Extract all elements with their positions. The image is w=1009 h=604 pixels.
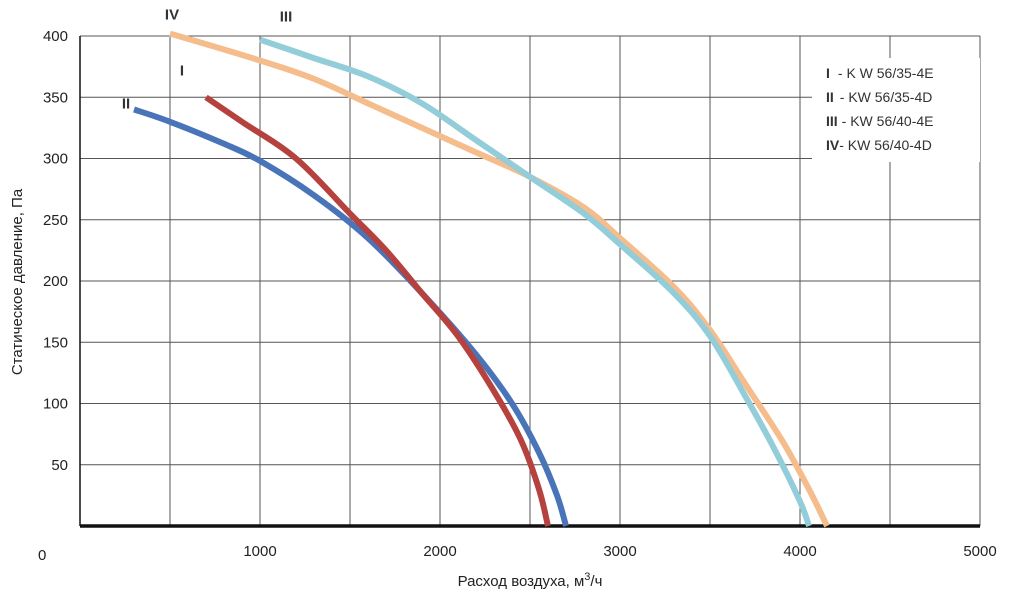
- series-group: [133, 30, 830, 528]
- series-line-I: [204, 94, 551, 527]
- x-tick-label: 2000: [423, 543, 456, 560]
- y-tick-label: 300: [43, 151, 68, 168]
- y-tick-label: 100: [43, 396, 68, 413]
- grid: [80, 35, 981, 526]
- y-axis-title: Статическое давление, Па: [9, 188, 26, 375]
- legend-text-2: - KW 56/35-4D: [840, 89, 933, 105]
- axes: [79, 36, 980, 528]
- series-label-II: II: [122, 96, 130, 113]
- x-axis-title: Расход воздуха, м3/ч: [458, 571, 603, 590]
- y-tick-label: 150: [43, 334, 68, 351]
- legend-text-4: - KW 56/40-4D: [839, 137, 932, 153]
- y-tick-label: 50: [51, 457, 68, 474]
- x-tick-label: 4000: [783, 543, 816, 560]
- legend-item-4: IV- KW 56/40-4D: [826, 137, 932, 153]
- series-label-III: III: [280, 9, 293, 26]
- legend-item-1: I - K W 56/35-4E: [826, 65, 934, 81]
- series-label-I: I: [180, 62, 184, 79]
- x-axis-title-main: Расход воздуха, м: [458, 573, 585, 590]
- legend-box: [812, 58, 980, 162]
- x-tick-label: 1000: [243, 543, 276, 560]
- x-axis-title-suffix: /ч: [590, 573, 602, 590]
- x-axis-title-sup: 3: [584, 571, 590, 583]
- legend-roman-1: I: [826, 65, 830, 81]
- y-tick-label: 200: [43, 273, 68, 290]
- series-line-IV: [169, 30, 830, 528]
- legend-text-1: - K W 56/35-4E: [838, 65, 934, 81]
- legend: I- K W 56/35-4E II - KW 56/35-4D III - KW …: [812, 58, 980, 162]
- origin-label: 0: [38, 547, 46, 564]
- legend-item-2: II - KW 56/35-4D: [826, 89, 932, 105]
- x-tick-label: 5000: [963, 543, 996, 560]
- tick-labels: 1000 2000 3000 4000 5000 50 100 150 200 250 300 350…: [43, 28, 997, 560]
- y-tick-label: 400: [43, 28, 68, 45]
- x-tick-label: 3000: [603, 543, 636, 560]
- legend-roman-2: II: [826, 89, 834, 105]
- legend-roman-3: III: [826, 113, 838, 129]
- series-label-IV: IV: [165, 7, 179, 24]
- y-tick-label: 250: [43, 212, 68, 229]
- y-tick-label: 350: [43, 89, 68, 106]
- series-line-III: [259, 36, 812, 528]
- legend-item-3: III - KW 56/40-4E: [826, 113, 934, 129]
- legend-roman-4: IV: [826, 137, 840, 153]
- legend-text-3: - KW 56/40-4E: [842, 113, 934, 129]
